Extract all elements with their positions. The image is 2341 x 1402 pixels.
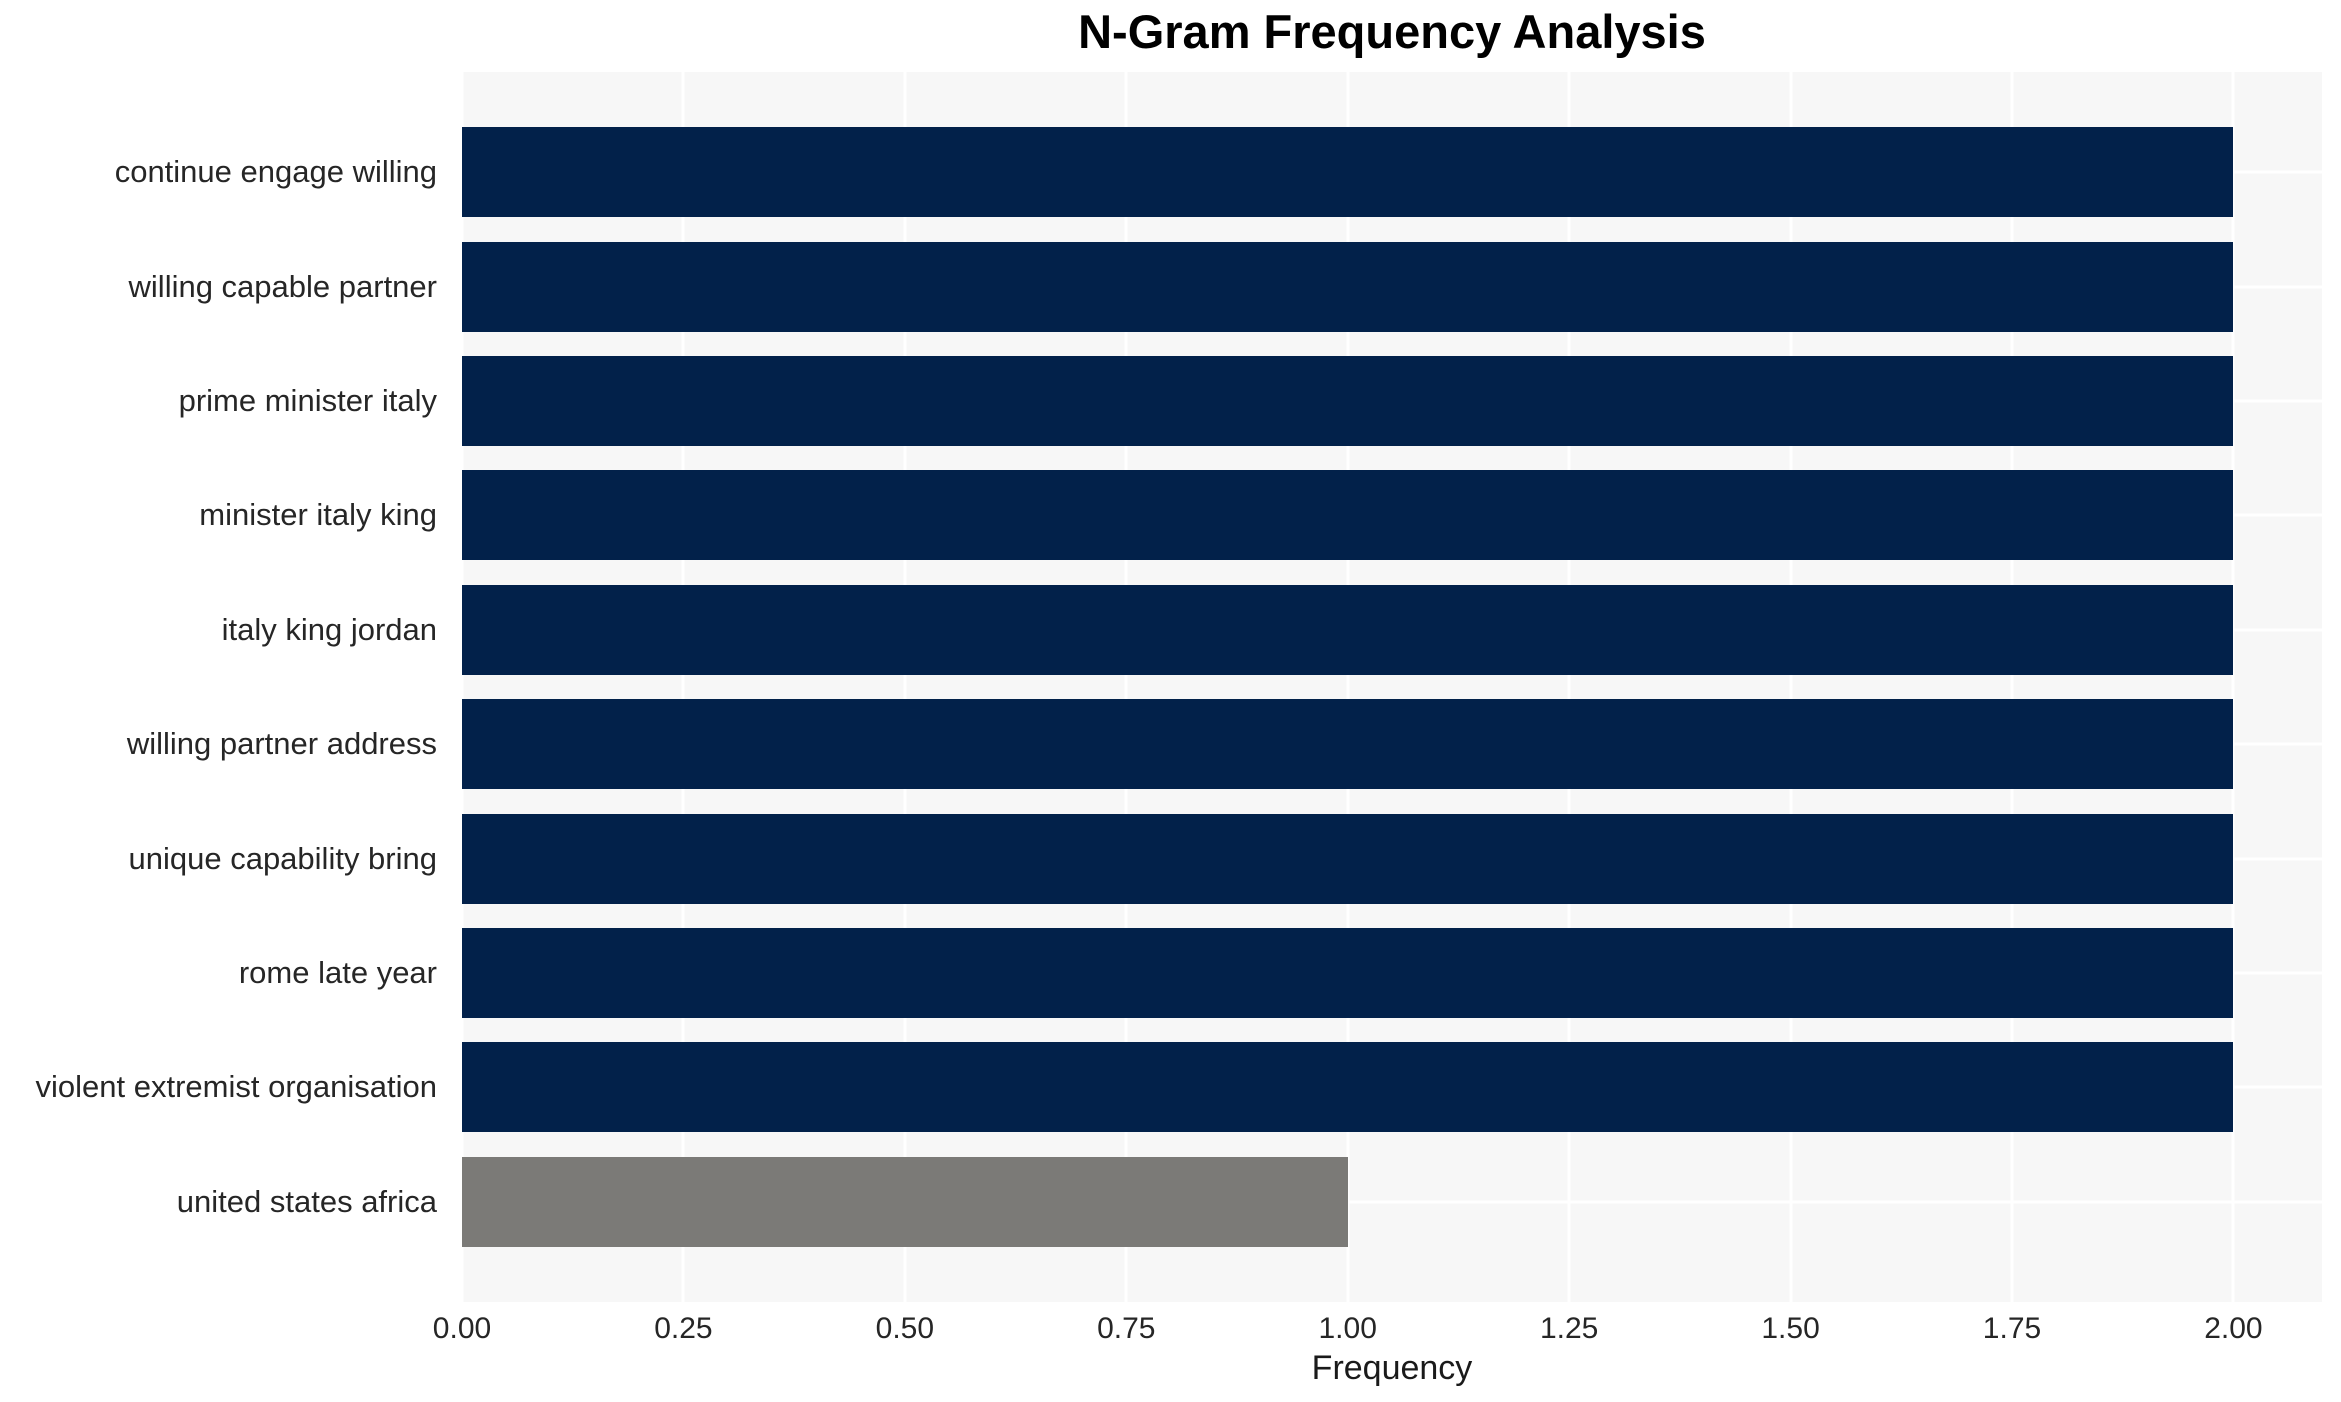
x-gridline: [2231, 72, 2235, 1302]
bar-unique-capability-bring: [462, 813, 2234, 904]
y-tick-label: willing capable partner: [128, 268, 437, 304]
bar-united-states-africa: [462, 1156, 1348, 1247]
x-tick-label: 0.75: [1097, 1312, 1156, 1345]
x-tick-label: 0.25: [654, 1312, 713, 1345]
x-gridline: [903, 72, 907, 1302]
y-tick-label: italy king jordan: [221, 611, 437, 647]
x-tick-label: 2.00: [2204, 1312, 2263, 1345]
x-tick-label: 1.25: [1539, 1312, 1599, 1345]
x-gridline: [462, 72, 464, 1302]
x-gridline: [681, 72, 685, 1302]
x-gridline: [1789, 72, 1793, 1302]
x-tick-label: 0.50: [875, 1312, 935, 1345]
bar-rome-late-year: [462, 928, 2234, 1018]
x-tick-label: 0.00: [432, 1312, 492, 1345]
x-gridline: [1567, 72, 1571, 1302]
bar-prime-minister-italy: [462, 356, 2234, 446]
bar-minister-italy-king: [462, 470, 2234, 561]
bar-italy-king-jordan: [462, 584, 2234, 675]
bar-violent-extremist-organisation: [462, 1042, 2234, 1133]
y-tick-label: unique capability bring: [128, 840, 438, 876]
y-tick-label: willing partner address: [126, 726, 437, 762]
y-gridline: [462, 1200, 2322, 1204]
bar-willing-capable-partner: [462, 241, 2234, 332]
x-tick-label: 1.75: [1982, 1312, 2042, 1345]
y-tick-label: continue engage willing: [114, 154, 437, 190]
y-tick-label: united states africa: [176, 1183, 437, 1219]
y-tick-label: minister italy king: [199, 497, 437, 533]
plot-area: [462, 72, 2322, 1302]
bar-willing-partner-address: [462, 699, 2234, 790]
y-tick-label: violent extremist organisation: [35, 1069, 437, 1105]
y-tick-label: prime minister italy: [178, 383, 437, 418]
x-gridline: [1346, 72, 1350, 1302]
y-tick-label: rome late year: [238, 955, 437, 990]
x-axis-label: Frequency: [1311, 1349, 1473, 1387]
bar-continue-engage-willing: [462, 127, 2234, 218]
x-tick-label: 1.00: [1318, 1312, 1377, 1345]
x-gridline: [2010, 72, 2014, 1302]
x-gridline: [1124, 72, 1128, 1302]
chart-title: N-Gram Frequency Analysis: [1078, 5, 1706, 58]
x-tick-label: 1.50: [1761, 1312, 1820, 1345]
